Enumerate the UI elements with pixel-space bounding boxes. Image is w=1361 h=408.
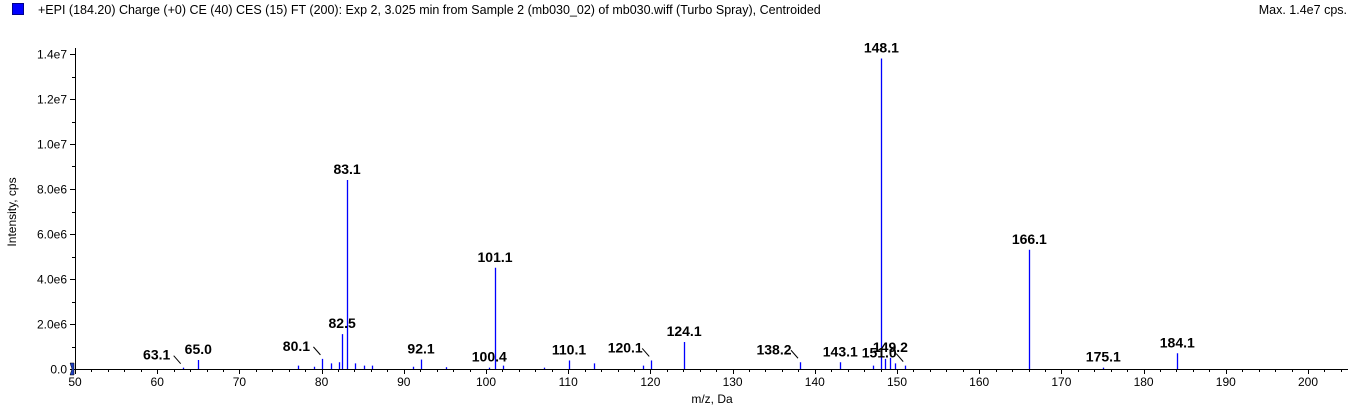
x-tick-label: 120 [640,375,660,389]
peak-label: 80.1 [283,338,310,354]
peak-label: 184.1 [1160,334,1195,350]
y-axis-title: Intensity, cps [5,177,19,246]
x-tick-label: 70 [233,375,247,389]
y-tick-label: 6.0e6 [37,228,67,242]
leader-line [641,348,650,357]
x-tick-label: 200 [1298,375,1318,389]
peak-label: 83.1 [333,161,360,177]
y-tick-label: 0.0 [50,363,67,377]
y-tick-label: 8.0e6 [37,183,67,197]
leader-line [895,353,904,362]
x-axis-title: m/z, Da [691,392,733,406]
peak-label: 149.2 [873,339,908,355]
peak-label: 175.1 [1086,349,1121,365]
x-tick-label: 60 [151,375,165,389]
peak-label: 63.1 [143,347,170,363]
x-tick-label: 160 [969,375,989,389]
x-tick-label: 140 [805,375,825,389]
peak-label: 100.4 [472,349,507,365]
peak-label: 82.5 [329,315,356,331]
leader-lines-layer [173,346,904,364]
series-color-swatch[interactable] [12,3,24,15]
peak-label: 151.0 [862,345,897,361]
peak-label: 148.1 [864,40,899,56]
x-tick-label: 90 [397,375,411,389]
y-tick-label: 1.4e7 [37,48,67,62]
peak-label: 101.1 [478,249,513,265]
y-tick-label: 1.2e7 [37,93,67,107]
y-tick-label: 1.0e7 [37,138,67,152]
peak-label: 166.1 [1012,231,1047,247]
x-tick-label: 110 [559,375,578,389]
peak-label: 124.1 [667,323,702,339]
leader-line [313,346,321,356]
x-tick-label: 100 [476,375,496,389]
x-axis-ticks: 50 60 70 80 90 100 110 120 130 140 150 160 170 180 190… [68,369,1342,389]
x-tick-label: 150 [887,375,907,389]
peak-label: 65.0 [185,341,212,357]
peak-label: 138.2 [756,341,791,357]
x-tick-label: 130 [723,375,743,389]
max-intensity-label: Max. 1.4e7 cps. [1258,3,1347,17]
x-tick-label: 180 [1134,375,1154,389]
x-tick-label: 190 [1216,375,1236,389]
x-axis-range-marker[interactable] [69,362,75,376]
spectrum-title: +EPI (184.20) Charge (+0) CE (40) CES (1… [38,3,821,17]
y-tick-label: 2.0e6 [37,318,67,332]
x-tick-label: 50 [68,375,82,389]
y-tick-label: 4.0e6 [37,273,67,287]
peak-label: 110.1 [552,341,586,357]
x-tick-label: 80 [315,375,329,389]
leader-line [173,355,182,364]
peak-labels-layer: 63.1 65.0 80.1 82.5 83.1 92.1 100.4 101.1 110.1 1… [143,40,1195,365]
x-tick-label: 170 [1051,375,1071,389]
chart-header: +EPI (184.20) Charge (+0) CE (40) CES (1… [0,0,1361,22]
y-axis-ticks: 0.0 2.0e6 4.0e6 6.0e6 8.0e6 1.0e7 1.2e7 1.4e7 [37,48,75,377]
peaks-layer [182,58,1179,369]
peak-label: 120.1 [608,339,643,355]
leader-line [790,349,799,359]
axes-layer: 50 60 70 80 90 100 110 120 130 140 150 160 170 180 190… [5,48,1348,406]
peak-label: 143.1 [823,343,858,359]
peak-label: 92.1 [407,341,434,357]
